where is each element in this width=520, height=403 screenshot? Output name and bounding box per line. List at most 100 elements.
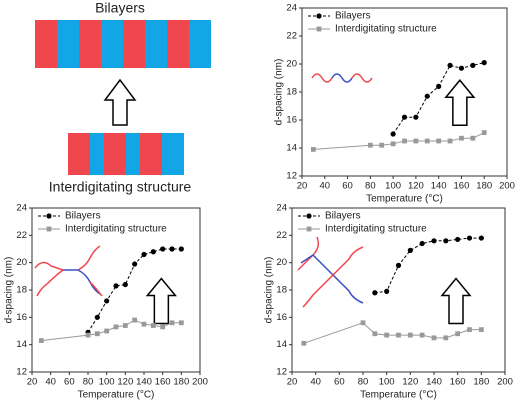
point	[178, 246, 184, 252]
y-tick-label: 20	[286, 59, 297, 70]
point	[104, 298, 110, 304]
legend-label: Bilayers	[65, 211, 101, 222]
series-line	[313, 132, 485, 150]
legend-label: Interdigitating structure	[65, 224, 167, 235]
point	[360, 320, 366, 326]
point	[122, 323, 128, 328]
point	[478, 235, 484, 241]
x-tick-label: 40	[45, 377, 56, 388]
point	[150, 249, 156, 255]
point	[390, 141, 396, 147]
point	[470, 135, 476, 141]
y-tick-label: 24	[16, 203, 27, 214]
point	[436, 138, 442, 144]
point	[141, 251, 147, 258]
x-tick-label: 160	[155, 377, 171, 388]
point	[113, 283, 119, 289]
interdigitated-stripes	[68, 133, 184, 175]
point	[160, 324, 166, 330]
legend-marker	[306, 226, 312, 232]
point	[470, 62, 476, 68]
x-tick-label: 40	[310, 377, 321, 388]
point	[104, 328, 110, 334]
diagram-label: Interdigitating structure	[49, 179, 192, 195]
point	[113, 324, 119, 330]
arrow	[440, 277, 472, 325]
point	[141, 321, 147, 327]
point	[94, 331, 100, 337]
series-line	[374, 237, 482, 294]
y-tick-label: 20	[16, 257, 27, 268]
legend-marker	[306, 213, 312, 219]
point	[401, 114, 408, 120]
x-tick-label: 40	[319, 181, 330, 192]
point	[38, 338, 44, 343]
y-axis-label: d-spacing (nm)	[4, 257, 15, 324]
point	[466, 235, 473, 241]
y-tick-label: 22	[16, 230, 27, 241]
point	[419, 332, 425, 338]
point	[436, 83, 442, 89]
x-tick-label: 80	[365, 181, 376, 192]
x-tick-label: 60	[64, 377, 75, 388]
x-tick-label: 120	[117, 377, 133, 388]
point	[455, 331, 461, 337]
y-tick-label: 22	[276, 230, 287, 241]
point	[402, 138, 407, 144]
x-axis-label: Temperature (°C)	[78, 390, 155, 401]
point	[431, 335, 437, 341]
point	[310, 147, 316, 152]
point	[390, 131, 396, 137]
point	[169, 320, 175, 326]
point	[160, 246, 166, 252]
x-tick-label: 20	[287, 377, 298, 388]
x-tick-label: 140	[431, 181, 447, 192]
x-tick-label: 80	[83, 377, 94, 388]
point	[384, 288, 390, 294]
y-tick-label: 16	[16, 312, 27, 323]
y-tick-label: 12	[276, 367, 287, 378]
point	[459, 135, 464, 141]
diagram-label: Bilayers	[95, 0, 145, 16]
y-tick-label: 12	[286, 171, 297, 182]
x-tick-label: 120	[408, 181, 424, 192]
x-axis-label: Temperature (°C)	[366, 194, 443, 205]
x-tick-label: 100	[385, 181, 401, 192]
x-tick-label: 20	[27, 377, 38, 388]
legend-marker	[46, 213, 52, 219]
legend-marker	[316, 26, 322, 32]
y-tick-label: 12	[16, 367, 27, 378]
series-line	[392, 62, 485, 135]
point	[424, 138, 430, 144]
point	[443, 335, 449, 341]
y-tick-label: 18	[286, 87, 297, 98]
point	[379, 142, 385, 148]
point	[396, 332, 401, 338]
y-tick-label: 14	[276, 339, 287, 350]
legend-marker	[46, 226, 52, 232]
point	[443, 238, 449, 244]
series-line	[303, 322, 482, 344]
point	[372, 290, 378, 296]
point	[413, 114, 419, 120]
x-tick-label: 200	[497, 377, 513, 388]
point	[481, 130, 487, 135]
x-tick-label: 120	[402, 377, 418, 388]
point	[458, 65, 465, 71]
legend-label: Interdigitating structure	[335, 24, 437, 35]
point	[407, 332, 413, 338]
point	[94, 314, 100, 320]
point	[132, 317, 138, 323]
y-tick-label: 24	[286, 3, 297, 14]
point	[395, 262, 402, 268]
y-axis-label: d-spacing (nm)	[274, 59, 285, 126]
x-tick-label: 20	[297, 181, 308, 192]
x-tick-label: 80	[358, 377, 369, 388]
y-tick-label: 20	[276, 257, 287, 268]
point	[447, 138, 453, 144]
point	[132, 261, 138, 267]
point	[122, 281, 128, 288]
y-tick-label: 16	[276, 312, 287, 323]
point	[431, 238, 437, 244]
